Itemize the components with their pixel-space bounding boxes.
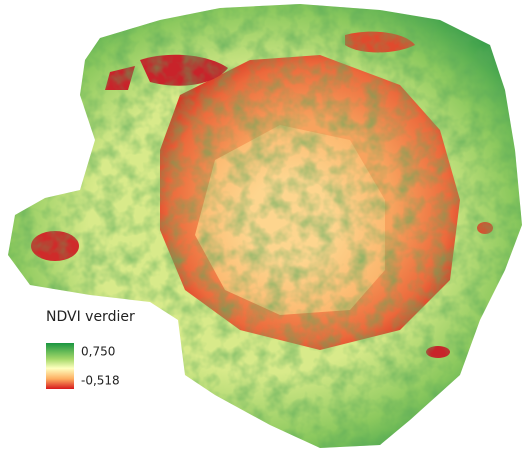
legend-title: NDVI verdier <box>46 309 135 325</box>
legend-min-label: -0,518 <box>81 374 120 388</box>
map-view: NDVI verdier 0,750 -0,518 <box>0 0 524 450</box>
legend-max-label: 0,750 <box>81 345 115 359</box>
legend-ramp <box>46 343 74 389</box>
ndvi-raster <box>0 0 524 450</box>
legend: NDVI verdier 0,750 -0,518 <box>46 309 135 389</box>
